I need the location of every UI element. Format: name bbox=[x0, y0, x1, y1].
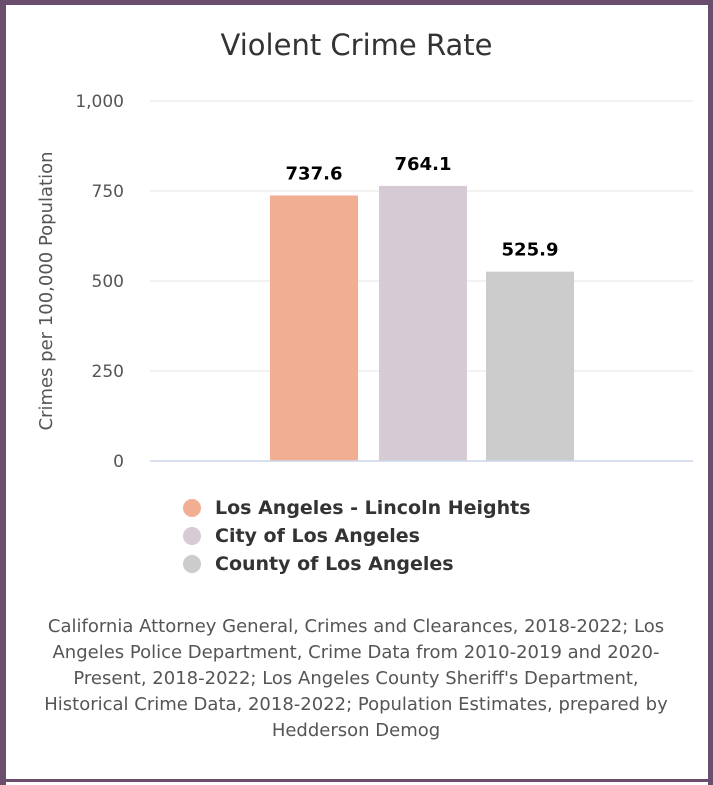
data-label: 764.1 bbox=[395, 154, 452, 175]
chart-legend: Los Angeles - Lincoln Heights City of Lo… bbox=[183, 494, 531, 578]
legend-swatch-lincoln-heights bbox=[183, 499, 201, 517]
chart-title: Violent Crime Rate bbox=[220, 28, 493, 62]
source-note: California Attorney General, Crimes and … bbox=[44, 616, 668, 741]
y-axis-title: Crimes per 100,000 Population bbox=[36, 151, 57, 430]
data-label: 525.9 bbox=[502, 240, 559, 261]
card-bottom-border bbox=[6, 779, 708, 782]
y-tick-label: 0 bbox=[113, 452, 124, 472]
legend-item-city[interactable]: City of Los Angeles bbox=[183, 522, 531, 550]
legend-label-lincoln-heights: Los Angeles - Lincoln Heights bbox=[215, 497, 531, 519]
legend-item-lincoln-heights[interactable]: Los Angeles - Lincoln Heights bbox=[183, 494, 531, 522]
legend-swatch-county bbox=[183, 555, 201, 573]
y-tick-label: 500 bbox=[92, 272, 124, 292]
y-tick-label: 1,000 bbox=[75, 92, 124, 112]
legend-item-county[interactable]: County of Los Angeles bbox=[183, 550, 531, 578]
legend-label-city: City of Los Angeles bbox=[215, 525, 420, 547]
bar bbox=[486, 271, 574, 461]
bar bbox=[270, 195, 358, 462]
y-tick-label: 250 bbox=[92, 362, 124, 382]
bar bbox=[379, 185, 467, 461]
data-label: 737.6 bbox=[286, 163, 343, 184]
y-tick-label: 750 bbox=[92, 182, 124, 202]
legend-swatch-city bbox=[183, 527, 201, 545]
legend-label-county: County of Los Angeles bbox=[215, 553, 454, 575]
